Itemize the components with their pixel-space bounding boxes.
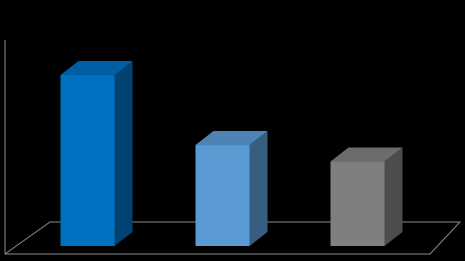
bar	[60, 75, 115, 247]
floor	[4, 221, 462, 255]
bar-top	[60, 61, 133, 76]
bar-side	[114, 61, 133, 246]
bar-top	[195, 131, 268, 146]
bar-side	[384, 147, 403, 246]
bar-side	[249, 131, 268, 246]
bar	[195, 145, 250, 246]
bar	[330, 161, 385, 246]
bar-top	[330, 147, 403, 162]
